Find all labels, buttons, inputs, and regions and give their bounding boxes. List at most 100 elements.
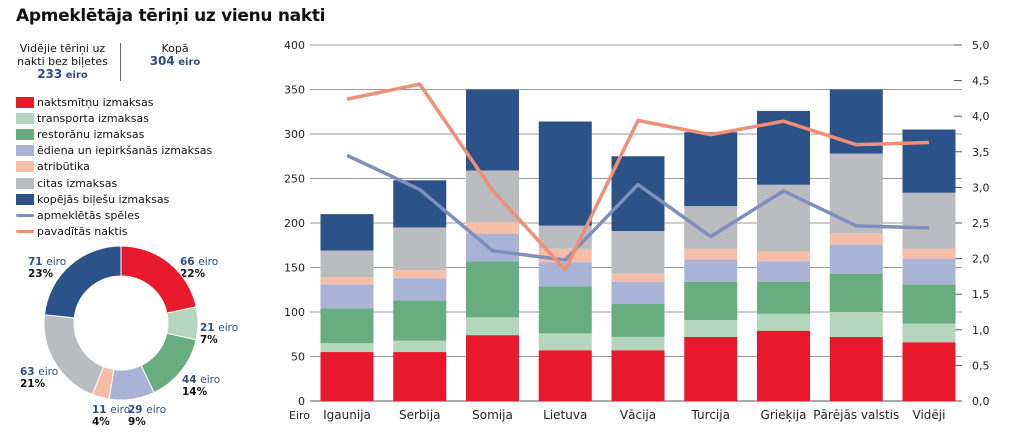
bar-segment-kopejas-bilesu-izmaksas <box>538 121 592 226</box>
y2-tick-label: 4,5 <box>972 75 990 88</box>
bar-segment-transporta-izmaksas <box>684 320 738 337</box>
donut-data-label: 66 eiro 22% <box>180 256 218 280</box>
slice-percent: 4% <box>92 416 110 428</box>
legend-label: kopējās biļešu izmaksas <box>37 192 170 206</box>
bar-segment-ediena-un-iepirksanas-izmaksas <box>757 261 810 282</box>
bar-segment-citas-izmaksas <box>393 227 447 271</box>
y2-tick-label: 3,0 <box>972 181 990 194</box>
legend-item-transporta-izmaksas: transporta izmaksas <box>16 110 149 126</box>
bar-segment-kopejas-bilesu-izmaksas <box>320 214 374 251</box>
y2-tick-label: 0,0 <box>972 395 990 408</box>
bar-segment-naktsmitnu-izmaksas <box>757 330 810 401</box>
bar-segment-naktsmitnu-izmaksas <box>393 352 447 401</box>
bar-segment-restoranu-izmaksas <box>684 281 738 321</box>
legend-item-ediena-un-iepirksanas-izmaksas: ēdiena un iepirkšanās izmaksas <box>16 143 212 159</box>
y-tick-label: 150 <box>284 262 305 275</box>
y-tick-label: 400 <box>284 39 305 52</box>
slice-value: 21 <box>200 322 215 334</box>
slice-unit: eiro <box>110 404 131 416</box>
slice-value: 71 <box>28 256 43 268</box>
bar-segment-transporta-izmaksas <box>902 323 956 343</box>
bar-segment-citas-izmaksas <box>757 184 810 252</box>
bar-segment-ediena-un-iepirksanas-izmaksas <box>684 259 738 282</box>
x-tick-label: Vācija <box>620 408 656 422</box>
legend-line-swatch <box>16 230 34 234</box>
legend-swatch <box>16 161 34 173</box>
bar-segment-transporta-izmaksas <box>538 333 592 351</box>
slice-value: 11 <box>92 404 107 416</box>
y2-tick-label: 3,5 <box>972 146 990 159</box>
x-tick-label: Igaunija <box>323 408 371 422</box>
legend-item-apmekletas-speles: apmeklētās spēles <box>16 207 140 223</box>
total-unit: eiro <box>178 57 201 68</box>
legend-line-swatch <box>16 213 34 217</box>
bar-segment-atributika <box>466 222 519 234</box>
legend-swatch <box>16 145 34 157</box>
bar-segment-ediena-un-iepirksanas-izmaksas <box>466 233 519 262</box>
bar-segment-ediena-un-iepirksanas-izmaksas <box>320 284 374 309</box>
total-value: 304 <box>149 54 175 68</box>
y-tick-label: 350 <box>284 84 305 97</box>
y-tick-label: 0 <box>298 395 305 408</box>
slice-unit: eiro <box>146 404 167 416</box>
legend-swatch <box>16 193 34 205</box>
bar-segment-ediena-un-iepirksanas-izmaksas <box>829 244 883 274</box>
x-tick-label: Vidēji <box>913 408 946 422</box>
donut-data-label: 11 eiro 4% <box>92 404 130 428</box>
bar-segment-atributika <box>393 270 447 279</box>
slice-percent: 22% <box>180 268 206 280</box>
bar-segment-atributika <box>684 248 738 260</box>
legend-item-atributika: atribūtika <box>16 159 90 175</box>
slice-value: 63 <box>20 366 35 378</box>
bar-segment-naktsmitnu-izmaksas <box>320 352 374 401</box>
bar-segment-naktsmitnu-izmaksas <box>902 342 956 401</box>
bar-segment-transporta-izmaksas <box>320 343 374 353</box>
y2-tick-label: 5,0 <box>972 39 990 52</box>
y-tick-label: 250 <box>284 173 305 186</box>
total-summary: Kopā 304 eiro <box>130 42 220 69</box>
legend-swatch <box>16 177 34 189</box>
bar-segment-restoranu-izmaksas <box>757 281 810 314</box>
slice-value: 29 <box>128 404 143 416</box>
bar-segment-transporta-izmaksas <box>466 317 519 336</box>
x-tick-label: Somija <box>472 408 513 422</box>
slice-value: 66 <box>180 256 195 268</box>
legend-label: ēdiena un iepirkšanās izmaksas <box>37 144 213 158</box>
bar-segment-ediena-un-iepirksanas-izmaksas <box>538 262 592 287</box>
slice-percent: 9% <box>128 416 146 428</box>
slice-percent: 23% <box>28 268 54 280</box>
y-tick-label: 300 <box>284 128 305 141</box>
bar-segment-kopejas-bilesu-izmaksas <box>684 132 738 207</box>
slice-unit: eiro <box>38 366 59 378</box>
bar-segment-restoranu-izmaksas <box>538 286 592 334</box>
legend-label: citas izmaksas <box>37 176 118 190</box>
legend-label: naktsmītņu izmaksas <box>37 95 154 109</box>
bar-segment-restoranu-izmaksas <box>320 308 374 344</box>
slice-percent: 14% <box>182 386 208 398</box>
legend-label: pavadītās naktis <box>37 225 128 239</box>
bar-segment-naktsmitnu-izmaksas <box>684 336 738 401</box>
bar-segment-kopejas-bilesu-izmaksas <box>902 129 956 193</box>
bar-segment-atributika <box>902 248 956 259</box>
x-tick-label: Turcija <box>691 408 730 422</box>
bar-segment-naktsmitnu-izmaksas <box>466 335 519 401</box>
bar-segment-restoranu-izmaksas <box>829 273 883 312</box>
y2-tick-label: 1,0 <box>972 324 990 337</box>
donut-data-label: 29 eiro 9% <box>128 404 166 428</box>
y-tick-label: 200 <box>284 217 305 230</box>
bar-segment-transporta-izmaksas <box>393 340 447 353</box>
bar-segment-restoranu-izmaksas <box>902 284 956 324</box>
legend-item-citas-izmaksas: citas izmaksas <box>16 175 117 191</box>
total-label: Kopā <box>161 42 189 55</box>
bar-segment-citas-izmaksas <box>829 153 883 234</box>
legend-swatch <box>16 96 34 108</box>
legend-item-kopejas-bilesu-izmaksas: kopējās biļešu izmaksas <box>16 191 169 207</box>
legend-label: apmeklētās spēles <box>37 208 140 222</box>
x-tick-label: Serbija <box>399 408 441 422</box>
slice-percent: 21% <box>20 378 46 390</box>
avg-label-1: Vidējie tēriņi uz <box>19 42 106 55</box>
avg-label-2: nakti bez biļetes <box>17 55 108 68</box>
x-tick-label: Lietuva <box>543 408 587 422</box>
y2-tick-label: 2,5 <box>972 217 990 230</box>
